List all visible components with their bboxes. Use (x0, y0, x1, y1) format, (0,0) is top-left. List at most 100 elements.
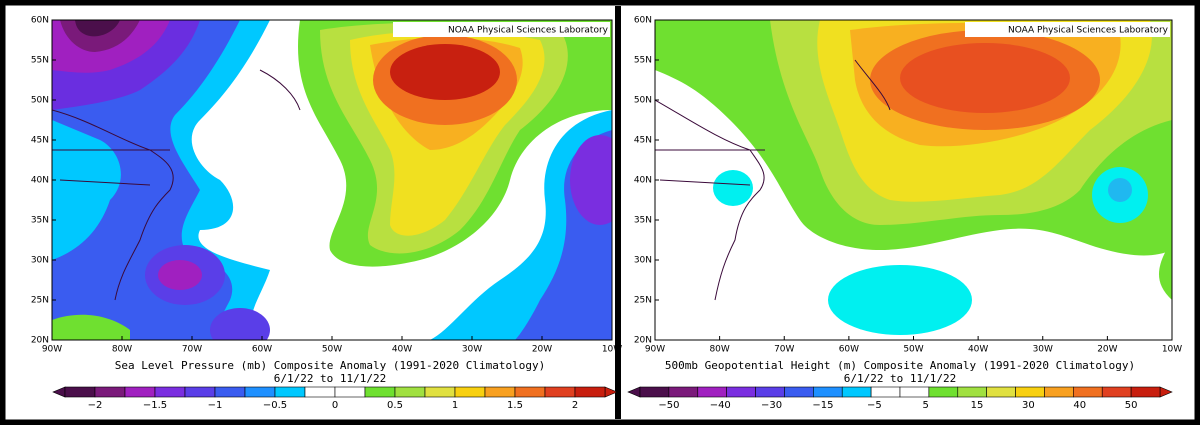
lat-label: 20N (634, 336, 652, 346)
lon-label: 20W (1097, 345, 1117, 355)
colorbar-cell (574, 386, 606, 398)
colorbar-cell (1015, 386, 1045, 398)
colorbar-label: 0 (332, 400, 338, 411)
colorbar-cell (1130, 386, 1161, 398)
lat-label: 40N (31, 176, 49, 186)
hgt-map (655, 20, 1172, 340)
colorbar-label: −0.5 (263, 400, 287, 411)
colorbar-label: 2 (572, 400, 578, 411)
lon-label: 90W (645, 345, 665, 355)
lat-label: 50N (634, 96, 652, 106)
colorbar-cell (668, 386, 699, 398)
lon-label: 70W (182, 345, 202, 355)
colorbar-label: 5 (922, 400, 928, 411)
colorbar-label: 50 (1125, 400, 1138, 411)
lon-label: 80W (709, 345, 729, 355)
lat-label: 25N (31, 296, 49, 306)
lat-label: 55N (31, 56, 49, 66)
lon-label: 40W (968, 345, 988, 355)
colorbar-cell (454, 386, 486, 398)
colorbar-cell (214, 386, 246, 398)
lon-label: 50W (903, 345, 923, 355)
credit-box (393, 22, 610, 37)
colorbar-label: −1 (208, 400, 223, 411)
credit: NOAA Physical Sciences Laboratory (1008, 26, 1169, 36)
colorbar-label: 1.5 (507, 400, 523, 411)
map-dates: 6/1/22 to 11/1/22 (844, 372, 957, 385)
lon-label: 10W (1162, 345, 1182, 355)
colorbar-cell (424, 386, 456, 398)
colorbar-cell (928, 386, 959, 398)
colorbar-cell (1073, 386, 1103, 398)
lat-label: 45N (31, 136, 49, 146)
colorbar-label: 30 (1022, 400, 1035, 411)
lon-label: 40W (392, 345, 412, 355)
lat-label: 40N (634, 176, 652, 186)
lon-label: 10W (602, 345, 622, 355)
colorbar-cell (244, 386, 276, 398)
lon-label: 60W (839, 345, 859, 355)
colorbar-label: −40 (710, 400, 731, 411)
colorbar-cell (394, 386, 426, 398)
colorbar-cell (870, 386, 901, 398)
colorbar-cell (986, 386, 1016, 398)
lat-label: 35N (31, 216, 49, 226)
colorbar-cell (184, 386, 216, 398)
colorbar-cell (544, 386, 576, 398)
colorbar-cell (1044, 386, 1074, 398)
divider (615, 6, 621, 419)
lat-label: 25N (634, 296, 652, 306)
map-title: Sea Level Pressure (mb) Composite Anomal… (115, 359, 545, 372)
colorbar-label: 15 (971, 400, 984, 411)
lon-label: 60W (252, 345, 272, 355)
colorbar-label: −15 (812, 400, 833, 411)
colorbar-cell (124, 386, 156, 398)
colorbar-label: −5 (867, 400, 882, 411)
lat-label: 55N (634, 56, 652, 66)
colorbar-cell (899, 386, 930, 398)
lat-label: 45N (634, 136, 652, 146)
lat-label: 35N (634, 216, 652, 226)
colorbar-cell (1101, 386, 1132, 398)
colorbar-cell (639, 386, 670, 398)
colorbar-cell (957, 386, 987, 398)
colorbar-cell (726, 386, 756, 398)
lat-label: 60N (634, 16, 652, 26)
credit: NOAA Physical Sciences Laboratory (448, 26, 609, 36)
colorbar-cell (304, 386, 336, 398)
map-title: 500mb Geopotential Height (m) Composite … (665, 359, 1135, 372)
lon-label: 90W (42, 345, 62, 355)
lat-label: 30N (634, 256, 652, 266)
lat-label: 60N (31, 16, 49, 26)
colorbar-label: −2 (88, 400, 103, 411)
colorbar-cell (514, 386, 546, 398)
lat-label: 20N (31, 336, 49, 346)
lon-label: 20W (532, 345, 552, 355)
credit-box (965, 22, 1170, 37)
colorbar-label: −30 (761, 400, 782, 411)
slp-map (52, 20, 612, 340)
colorbar-cell (94, 386, 126, 398)
colorbar-cell (484, 386, 516, 398)
lat-label: 50N (31, 96, 49, 106)
colorbar-cell (364, 386, 396, 398)
lon-label: 80W (112, 345, 132, 355)
colorbar-cell (841, 386, 872, 398)
colorbar-label: −50 (658, 400, 679, 411)
lon-label: 30W (462, 345, 482, 355)
colorbar-label: 1 (452, 400, 458, 411)
colorbar-cell (697, 386, 727, 398)
map-dates: 6/1/22 to 11/1/22 (274, 372, 387, 385)
colorbar-cell (274, 386, 306, 398)
lon-label: 50W (322, 345, 342, 355)
colorbar-cell (64, 386, 96, 398)
lon-label: 70W (774, 345, 794, 355)
colorbar-cell (334, 386, 366, 398)
colorbar-label: 0.5 (387, 400, 403, 411)
colorbar-cell (755, 386, 785, 398)
colorbar-cell (154, 386, 186, 398)
lat-label: 30N (31, 256, 49, 266)
colorbar-cell (784, 386, 814, 398)
